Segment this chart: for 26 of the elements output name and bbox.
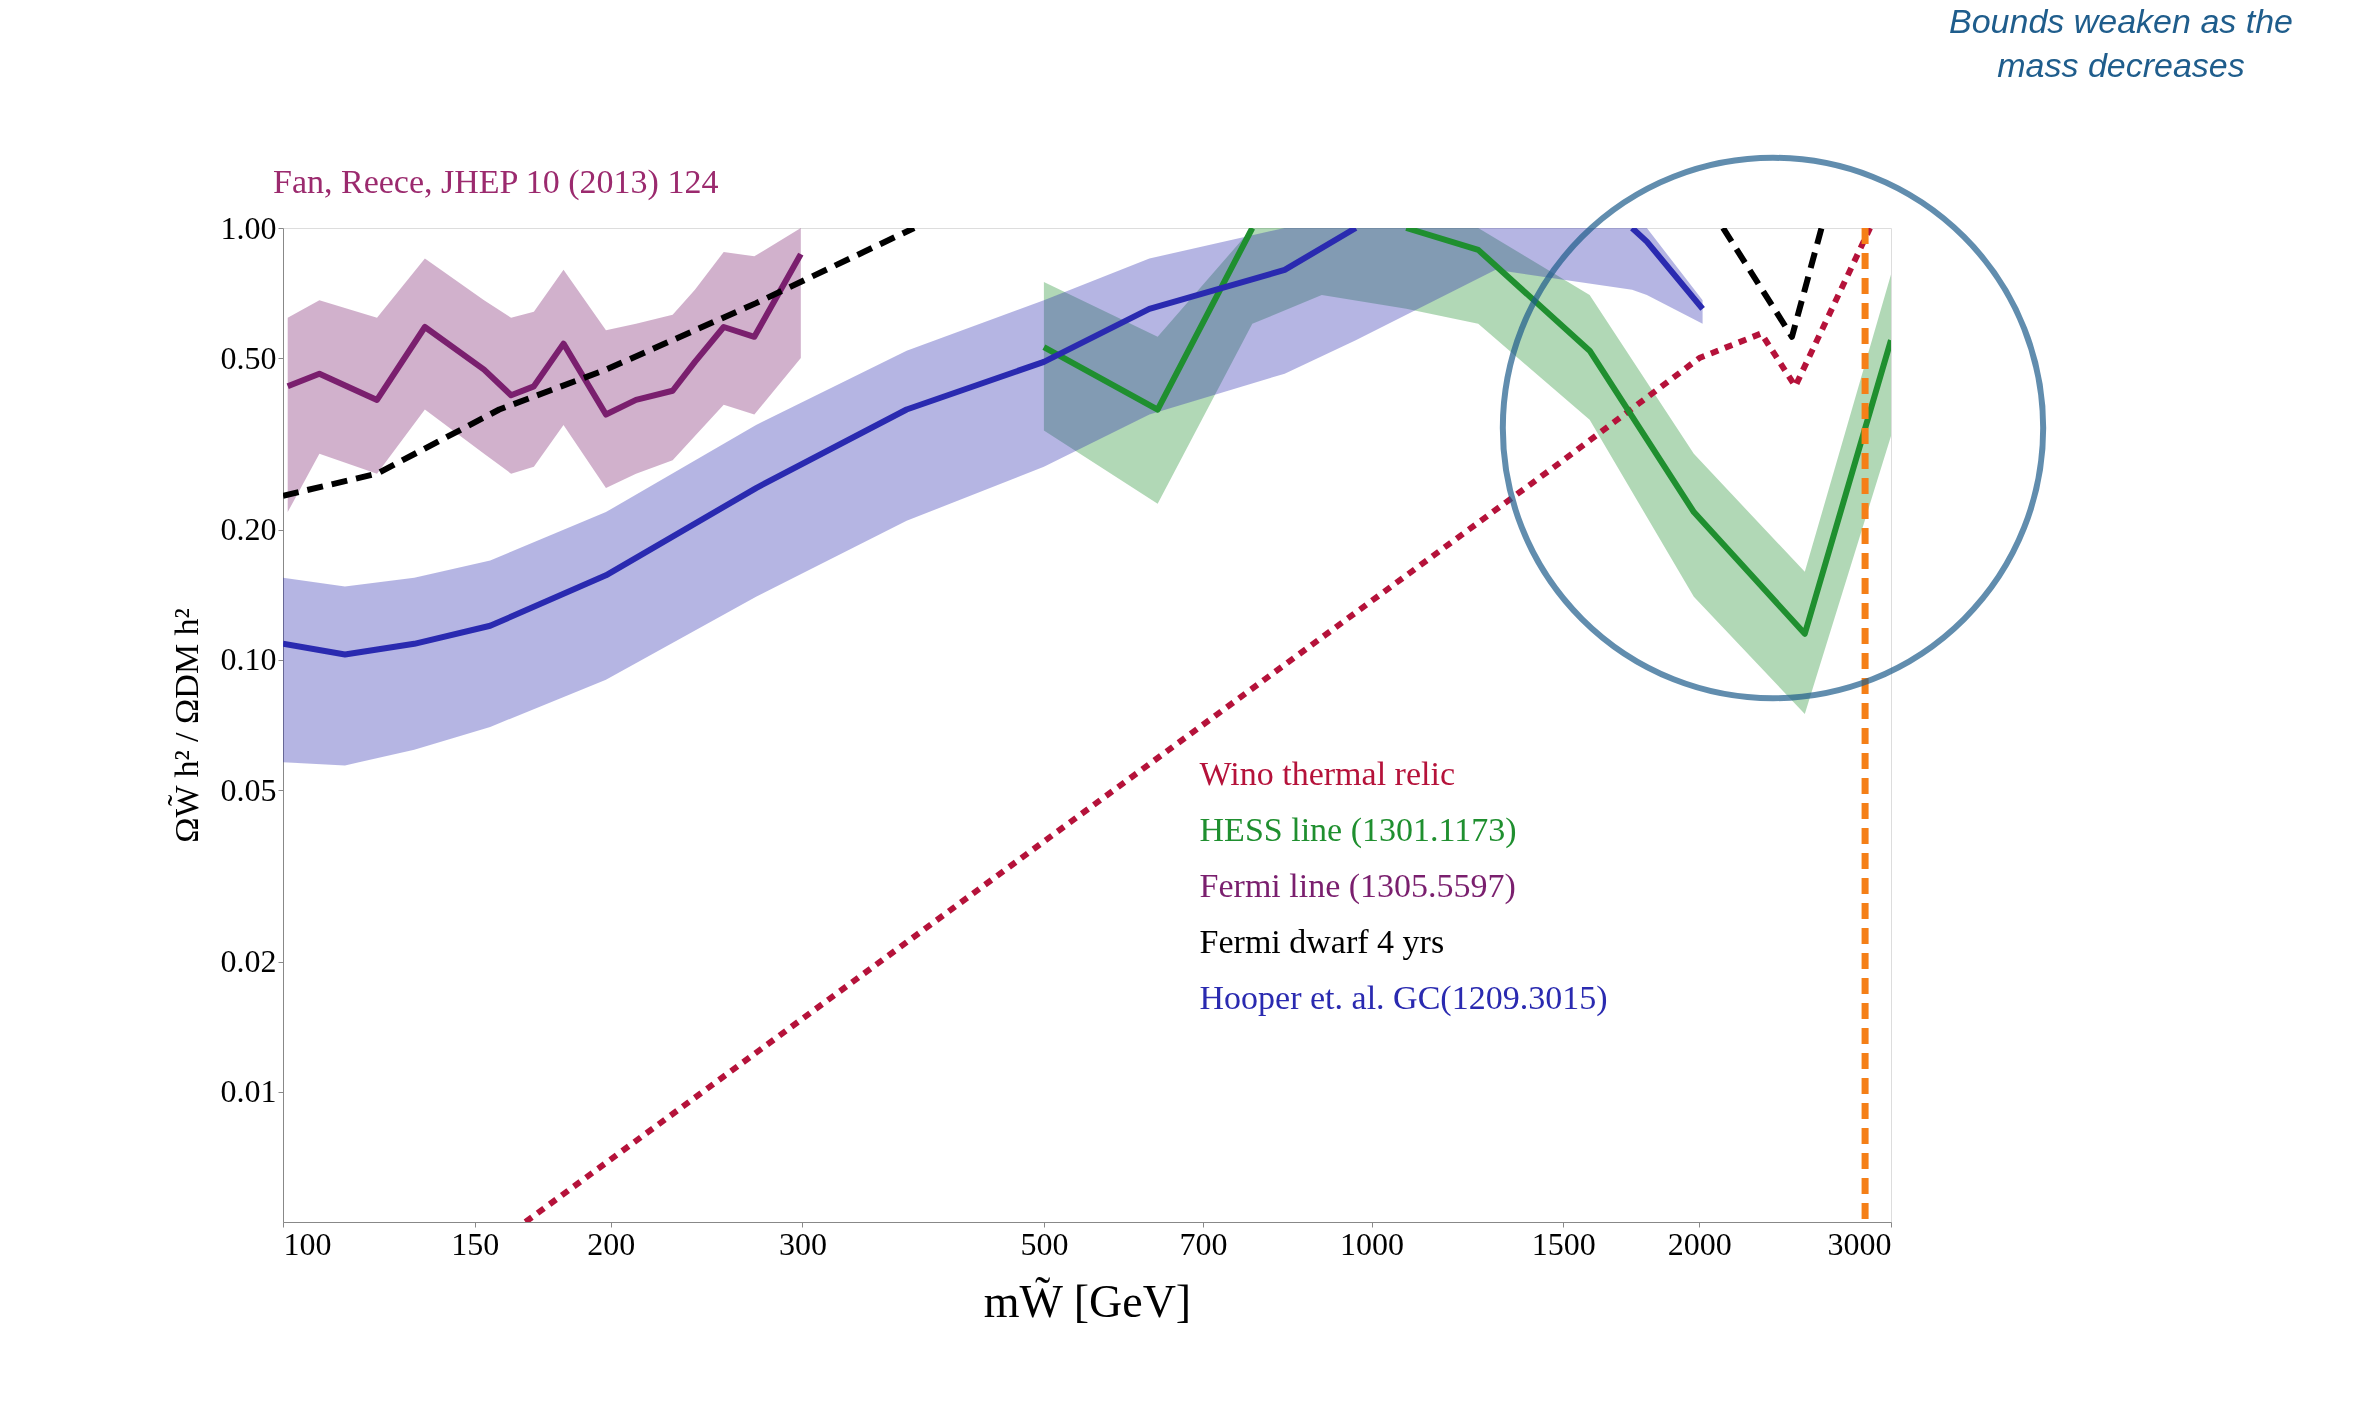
- x-tick-label: 150: [451, 1225, 500, 1262]
- text: Hooper et. al. GC(1209.3015): [1199, 978, 1608, 1017]
- x-tick-label: 3000: [1827, 1225, 1892, 1262]
- y-tick-label: 0.05: [220, 771, 277, 808]
- y-tick-label: 1.00: [220, 209, 277, 246]
- y-tick-label: 0.01: [220, 1073, 277, 1110]
- x-tick-label: 500: [1020, 1225, 1069, 1262]
- x-tick-label: 200: [587, 1225, 636, 1262]
- y-axis-title: ΩW̃ h² / ΩDM h²: [167, 608, 205, 843]
- series-label: Wino thermal relic: [1199, 754, 1455, 792]
- y-tick-label: 0.10: [220, 641, 277, 678]
- x-tick-label: 2000: [1667, 1225, 1732, 1262]
- text: Fermi line (1305.5597): [1199, 866, 1516, 905]
- x-tick-label: 1500: [1531, 1225, 1596, 1262]
- x-axis-title: mW̃ [GeV]: [983, 1275, 1192, 1327]
- text: Fermi dwarf 4 yrs: [1199, 922, 1445, 960]
- y-tick-label: 0.02: [220, 943, 277, 980]
- x-tick-label: 700: [1179, 1225, 1228, 1262]
- y-tick-label: 0.20: [220, 511, 277, 548]
- x-tick-label: 1000: [1340, 1225, 1405, 1262]
- x-tick-label: 300: [778, 1225, 827, 1262]
- x-tick-label: 100: [283, 1225, 332, 1262]
- text: Bounds weaken as the mass decreases: [1948, 2, 2294, 84]
- text: Fan, Reece, JHEP 10 (2013) 124: [273, 163, 719, 201]
- y-tick-label: 0.50: [220, 339, 277, 376]
- text: HESS line (1301.1173): [1199, 810, 1517, 849]
